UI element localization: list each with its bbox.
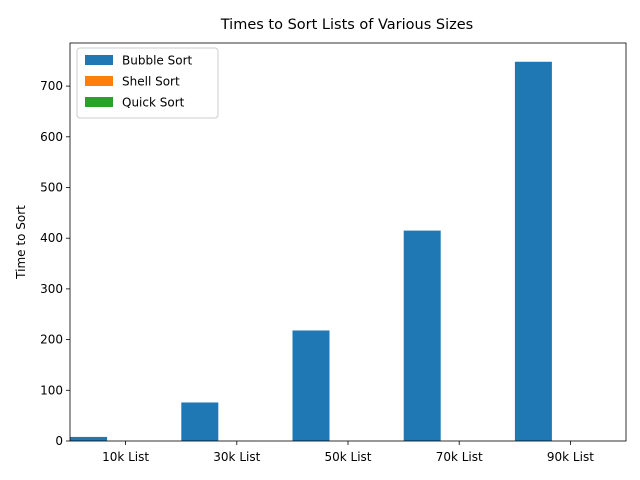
x-tick-label: 10k List — [102, 450, 149, 464]
bar-bubble-sort-1 — [181, 402, 219, 441]
legend-swatch-2 — [85, 97, 113, 107]
y-tick-label: 100 — [40, 383, 63, 397]
y-tick-label: 700 — [40, 79, 63, 93]
legend-label-2: Quick Sort — [122, 96, 185, 110]
y-axis: 0 100 200 300 400 500 600 700 — [40, 79, 70, 448]
legend-label-0: Bubble Sort — [122, 54, 192, 68]
x-tick-label: 90k List — [547, 450, 594, 464]
chart-title: Times to Sort Lists of Various Sizes — [220, 17, 473, 33]
x-axis: 10k List 30k List 50k List 70k List 90k List — [102, 441, 594, 464]
plot-area — [69, 42, 627, 442]
legend-label-1: Shell Sort — [122, 75, 180, 89]
y-tick-label: 0 — [55, 434, 63, 448]
bar-bubble-sort-0 — [70, 436, 108, 441]
y-axis-label: Time to Sort — [14, 205, 28, 280]
y-tick-label: 300 — [40, 282, 63, 296]
bar-bubble-sort-4 — [514, 61, 552, 441]
y-tick-label: 200 — [40, 333, 63, 347]
x-tick-label: 50k List — [324, 450, 371, 464]
bar-bubble-sort-2 — [292, 330, 330, 441]
y-tick-label: 400 — [40, 231, 63, 245]
bar-bubble-sort-3 — [403, 230, 441, 441]
y-tick-label: 500 — [40, 180, 63, 194]
legend-swatch-0 — [85, 55, 113, 65]
legend-swatch-1 — [85, 76, 113, 86]
legend: Bubble Sort Shell Sort Quick Sort — [76, 47, 219, 119]
x-tick-label: 30k List — [213, 450, 260, 464]
y-tick-label: 600 — [40, 130, 63, 144]
x-tick-label: 70k List — [436, 450, 483, 464]
